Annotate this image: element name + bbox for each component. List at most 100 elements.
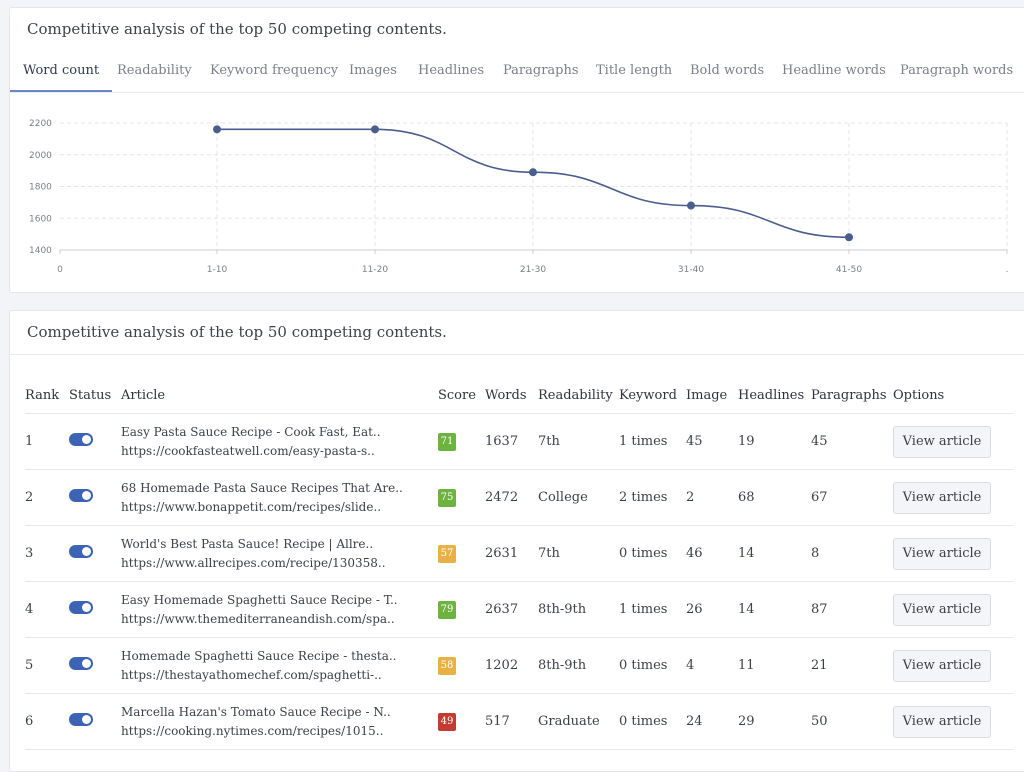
- article-title: Marcella Hazan's Tomato Sauce Recipe - N…: [121, 704, 391, 719]
- paragraphs-cell: 21: [811, 637, 893, 694]
- article-url: https://cookfasteatwell.com/easy-pasta-s…: [121, 443, 375, 458]
- status-toggle[interactable]: [69, 601, 93, 614]
- view-article-button[interactable]: View article: [893, 537, 991, 570]
- image-cell: 24: [686, 693, 738, 750]
- header-score: Score: [438, 377, 485, 414]
- results-card-title: Competitive analysis of the top 50 compe…: [27, 323, 447, 341]
- status-cell: [69, 693, 121, 750]
- toggle-knob: [82, 603, 91, 612]
- status-cell: [69, 637, 121, 694]
- readability-cell: 8th-9th: [538, 581, 619, 638]
- status-toggle[interactable]: [69, 657, 93, 670]
- score-badge: 75: [438, 488, 456, 507]
- tab-title-length[interactable]: Title length: [596, 63, 673, 78]
- view-article-button[interactable]: View article: [893, 649, 991, 682]
- tab-headline-words[interactable]: Headline words: [782, 63, 886, 78]
- chart-card: Competitive analysis of the top 50 compe…: [9, 7, 1024, 293]
- readability-cell: College: [538, 469, 619, 526]
- readability-cell: 8th-9th: [538, 637, 619, 694]
- x-tick-label: 21-30: [520, 265, 546, 275]
- table-row: 6 Marcella Hazan's Tomato Sauce Recipe - …: [25, 693, 1013, 750]
- headlines-cell: 11: [738, 637, 811, 694]
- score-cell: 71: [438, 413, 485, 470]
- status-cell: [69, 413, 121, 470]
- keyword-cell: 0 times: [619, 525, 686, 582]
- rank-cell: 3: [25, 525, 69, 582]
- article-title: World's Best Pasta Sauce! Recipe | Allre…: [121, 536, 374, 551]
- tab-paragraphs[interactable]: Paragraphs: [503, 63, 579, 78]
- image-cell: 26: [686, 581, 738, 638]
- status-toggle[interactable]: [69, 713, 93, 726]
- data-point: [687, 201, 695, 210]
- score-badge: 49: [438, 712, 456, 731]
- status-cell: [69, 525, 121, 582]
- x-tick-label: 31-40: [678, 265, 704, 275]
- tab-keyword-frequency[interactable]: Keyword frequency: [210, 63, 339, 78]
- x-tick-label: 11-20: [362, 265, 388, 275]
- status-toggle[interactable]: [69, 489, 93, 502]
- article-url: https://www.bonappetit.com/recipes/slide…: [121, 499, 382, 514]
- article-cell: Homemade Spaghetti Sauce Recipe - thesta…: [121, 637, 438, 694]
- header-headlines: Headlines: [738, 377, 811, 414]
- toggle-knob: [82, 715, 91, 724]
- readability-cell: Graduate: [538, 693, 619, 750]
- table-row: 4 Easy Homemade Spaghetti Sauce Recipe - …: [25, 581, 1013, 638]
- article-url: https://www.themediterraneandish.com/spa…: [121, 611, 395, 626]
- status-cell: [69, 469, 121, 526]
- status-toggle[interactable]: [69, 433, 93, 446]
- header-rank: Rank: [25, 377, 69, 414]
- headlines-cell: 19: [738, 413, 811, 470]
- headlines-cell: 29: [738, 693, 811, 750]
- data-point: [213, 125, 221, 134]
- rank-cell: 1: [25, 413, 69, 470]
- y-tick-label: 1400: [29, 246, 52, 256]
- options-cell: View article: [893, 525, 1013, 582]
- chart-card-title: Competitive analysis of the top 50 compe…: [27, 20, 447, 38]
- data-point: [371, 125, 379, 134]
- rank-cell: 4: [25, 581, 69, 638]
- image-cell: 4: [686, 637, 738, 694]
- table-row: 3 World's Best Pasta Sauce! Recipe | Allr…: [25, 525, 1013, 582]
- image-cell: 46: [686, 525, 738, 582]
- view-article-button[interactable]: View article: [893, 481, 991, 514]
- score-cell: 49: [438, 693, 485, 750]
- view-article-button[interactable]: View article: [893, 425, 991, 458]
- toggle-knob: [82, 435, 91, 444]
- toggle-knob: [82, 659, 91, 668]
- words-cell: 2637: [485, 581, 538, 638]
- tab-images[interactable]: Images: [349, 63, 397, 78]
- tab-bold-words[interactable]: Bold words: [690, 63, 765, 78]
- results-table-body: 1 Easy Pasta Sauce Recipe - Cook Fast, Ea…: [25, 413, 1013, 750]
- score-badge: 79: [438, 600, 456, 619]
- tab-paragraph-words[interactable]: Paragraph words: [900, 63, 1014, 78]
- options-cell: View article: [893, 693, 1013, 750]
- keyword-cell: 1 times: [619, 581, 686, 638]
- score-badge: 58: [438, 656, 456, 675]
- data-point: [529, 168, 537, 177]
- rank-cell: 6: [25, 693, 69, 750]
- tab-headlines[interactable]: Headlines: [418, 63, 485, 78]
- readability-cell: 7th: [538, 525, 619, 582]
- image-cell: 2: [686, 469, 738, 526]
- status-toggle[interactable]: [69, 545, 93, 558]
- y-tick-label: 1600: [29, 214, 52, 224]
- article-title: Easy Pasta Sauce Recipe - Cook Fast, Eat…: [121, 424, 381, 439]
- tab-readability[interactable]: Readability: [117, 63, 192, 78]
- data-point: [845, 233, 853, 242]
- table-row: 1 Easy Pasta Sauce Recipe - Cook Fast, Ea…: [25, 413, 1013, 470]
- tab-word-count[interactable]: Word count: [10, 51, 113, 92]
- options-cell: View article: [893, 469, 1013, 526]
- x-tick-label: .: [1006, 265, 1009, 275]
- status-cell: [69, 581, 121, 638]
- paragraphs-cell: 67: [811, 469, 893, 526]
- header-words: Words: [485, 377, 538, 414]
- results-table: Rank Status Article Score Words Readabil…: [25, 377, 1013, 750]
- article-title: Homemade Spaghetti Sauce Recipe - thesta…: [121, 648, 397, 663]
- headlines-cell: 14: [738, 581, 811, 638]
- header-readability: Readability: [538, 377, 619, 414]
- header-paragraphs: Paragraphs: [811, 377, 893, 414]
- header-options: Options: [893, 377, 1013, 414]
- view-article-button[interactable]: View article: [893, 593, 991, 626]
- y-tick-label: 2200: [29, 119, 52, 129]
- view-article-button[interactable]: View article: [893, 705, 991, 738]
